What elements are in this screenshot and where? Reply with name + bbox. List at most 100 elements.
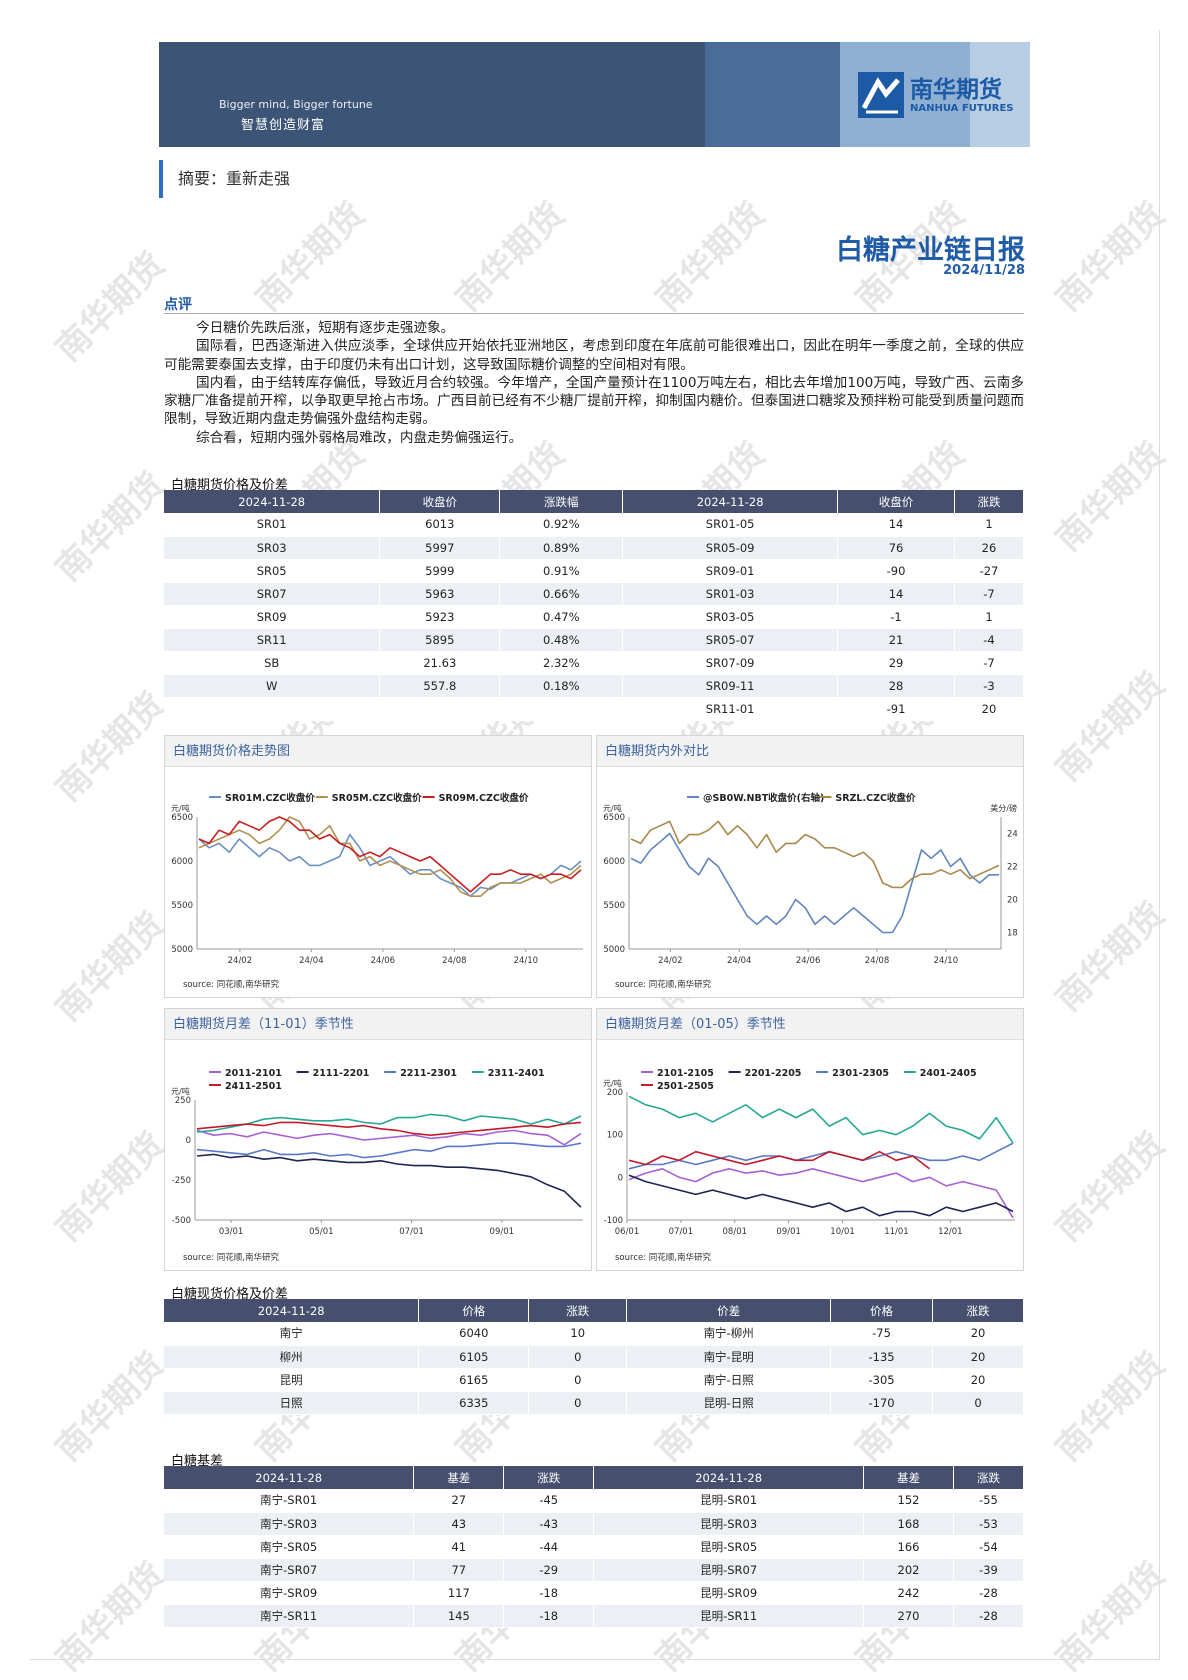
table-cell: -18: [503, 1604, 595, 1628]
table-cell: 43: [413, 1512, 505, 1536]
table-cell: 10: [528, 1322, 628, 1346]
legend-label: 2211-2301: [400, 1068, 457, 1079]
y-tick-label: 5000: [603, 945, 625, 955]
x-tick-label: 24/08: [442, 956, 467, 966]
table-cell: 昆明-SR07: [593, 1558, 865, 1582]
table-cell: 南宁-SR01: [164, 1489, 415, 1513]
series-line: [198, 833, 582, 897]
series-line: [196, 1113, 582, 1133]
y-tick-label: 6500: [603, 813, 625, 823]
series-line: [628, 1168, 1014, 1219]
table-cell: 242: [863, 1581, 954, 1605]
table-cell: -90: [837, 559, 955, 583]
table-cell: 5963: [379, 582, 501, 606]
table-cell: 29: [837, 651, 955, 675]
commentary-paragraph: 综合看，短期内强外弱格局难改，内盘走势偏强运行。: [196, 429, 523, 446]
table-cell: 0.47%: [499, 605, 624, 629]
table-header-row: 2024-11-28 基差 涨跌 2024-11-28 基差 涨跌: [164, 1466, 1025, 1489]
table-row: 南宁-SR11 145 -18 昆明-SR11 270 -28: [164, 1604, 1025, 1628]
table-cell: 日照: [164, 1391, 420, 1415]
basis-table: 2024-11-28 基差 涨跌 2024-11-28 基差 涨跌 南宁-SR01 27 -4…: [164, 1466, 1025, 1628]
table-cell: -1: [837, 605, 955, 629]
y-tick-label: 6000: [171, 857, 193, 867]
table-cell: -43: [503, 1512, 595, 1536]
table-row: SR03 5997 0.89% SR05-09 76 26: [164, 536, 1025, 560]
table-cell: 南宁-SR09: [164, 1581, 415, 1605]
table-cell: 南宁-SR07: [164, 1558, 415, 1582]
table-cell: 南宁-昆明: [626, 1345, 832, 1369]
table-cell: SR05: [164, 559, 381, 583]
table-row: 昆明 6165 0 南宁-日照 -305 20: [164, 1368, 1024, 1392]
table-cell: [499, 697, 624, 721]
column-header: 涨跌: [953, 1466, 1025, 1489]
column-header: 涨跌幅: [499, 490, 624, 513]
table-cell: 6335: [418, 1391, 530, 1415]
chart-source: source: 同花顺,南华研究: [183, 979, 279, 990]
legend-label: 2111-2201: [313, 1068, 370, 1079]
y-axis-unit: 元/吨: [603, 1078, 622, 1088]
table-cell: 柳州: [164, 1345, 420, 1369]
table-cell: 152: [863, 1489, 954, 1513]
slogan-en: Bigger mind, Bigger fortune: [219, 98, 373, 111]
table-cell: 557.8: [379, 674, 501, 698]
x-tick-label: 24/02: [228, 956, 253, 966]
y-tick-label-right: 20: [1007, 896, 1018, 906]
table-cell: 21.63: [379, 651, 501, 675]
table-row: 南宁-SR01 27 -45 昆明-SR01 152 -55: [164, 1489, 1025, 1513]
futures-table-caption: 白糖期货价格及价差: [171, 478, 289, 493]
series-line: [196, 1121, 582, 1136]
table-cell: 0.91%: [499, 559, 624, 583]
x-tick-label: 24/02: [658, 956, 683, 966]
x-tick-label: 09/01: [490, 1227, 515, 1237]
series-line: [628, 1095, 1014, 1144]
x-tick-label: 12/01: [938, 1227, 963, 1237]
table-cell: 28: [837, 674, 955, 698]
table-cell: -91: [837, 697, 955, 721]
table-cell: -170: [830, 1391, 934, 1415]
table-cell: 0: [528, 1368, 628, 1392]
table-cell: 昆明-SR01: [593, 1489, 865, 1513]
commentary-paragraph: 今日糖价先跌后涨，短期有逐步走强迹象。: [196, 320, 455, 336]
table-cell: [379, 697, 501, 721]
table-cell: -54: [953, 1535, 1025, 1559]
table-cell: -39: [953, 1558, 1025, 1582]
spot-price-table: 2024-11-28 价格 涨跌 价差 价格 涨跌 南宁 6040 10 南宁-柳州 -75 20 柳…: [164, 1299, 1024, 1415]
y-tick-label: 5000: [171, 945, 193, 955]
chart-spread-01-05: 白糖期货月差（01-05）季节性 2101-2105 2201-2205 2301-…: [596, 1008, 1024, 1271]
chart-source: source: 同花顺,南华研究: [615, 979, 711, 990]
table-cell: 0.89%: [499, 536, 624, 560]
y-tick-label: 6500: [171, 813, 193, 823]
x-tick-label: 24/06: [796, 956, 821, 966]
table-cell: -29: [503, 1558, 595, 1582]
table-cell: -55: [953, 1489, 1025, 1513]
table-cell: -18: [503, 1581, 595, 1605]
table-cell: SR01-05: [622, 513, 839, 537]
legend-label: 2411-2501: [225, 1081, 282, 1092]
y-tick-label: 5500: [603, 901, 625, 911]
spot-table-caption: 白糖现货价格及价差: [171, 1287, 289, 1302]
table-cell: 5999: [379, 559, 501, 583]
table-cell: 昆明: [164, 1368, 420, 1392]
column-header: 涨跌: [954, 490, 1025, 513]
table-row: W 557.8 0.18% SR09-11 28 -3: [164, 674, 1025, 698]
table-row: 柳州 6105 0 南宁-昆明 -135 20: [164, 1345, 1024, 1369]
series-line: [630, 820, 1000, 889]
table-cell: -305: [830, 1368, 934, 1392]
y-tick-label: 5500: [171, 901, 193, 911]
table-cell: SR09-01: [622, 559, 839, 583]
x-tick-label: 24/06: [371, 956, 396, 966]
table-cell: SR07-09: [622, 651, 839, 675]
x-tick-label: 07/01: [669, 1227, 694, 1237]
section-divider: [164, 313, 1024, 314]
y-tick-label: 0: [618, 1173, 623, 1183]
y-axis-unit-right: 美分/磅: [990, 803, 1017, 813]
commentary-body: 今日糖价先跌后涨，短期有逐步走强迹象。 国际看，巴西逐渐进入供应淡季，全球供应开…: [164, 319, 1024, 447]
chart-source: source: 同花顺,南华研究: [183, 1252, 279, 1263]
column-header: 2024-11-28: [164, 1466, 415, 1489]
legend-label: 2401-2405: [920, 1068, 977, 1079]
chart-spread-11-01: 白糖期货月差（11-01）季节性 2011-2101 2111-2201 2211-…: [164, 1008, 592, 1271]
table-cell: 76: [837, 536, 955, 560]
y-tick-label: -100: [604, 1216, 623, 1226]
table-cell: 0.66%: [499, 582, 624, 606]
table-cell: 20: [932, 1368, 1024, 1392]
